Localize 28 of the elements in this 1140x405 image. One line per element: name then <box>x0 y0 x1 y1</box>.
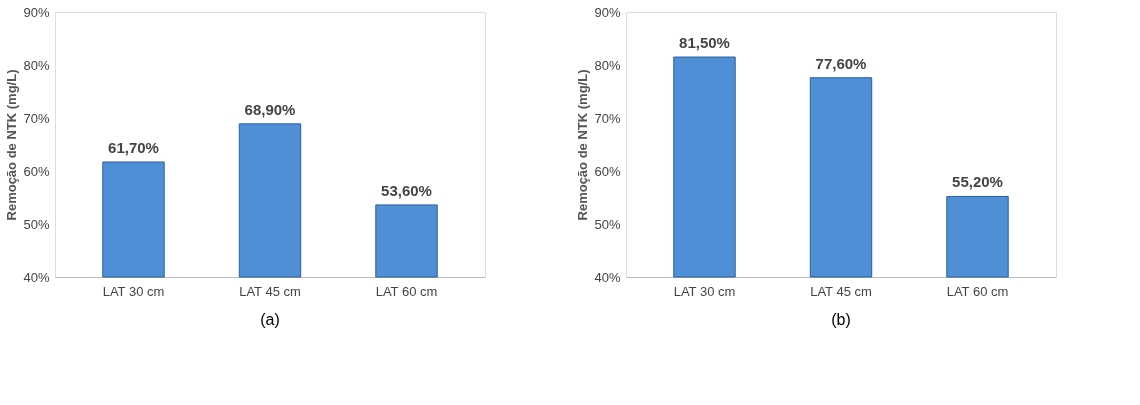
text: (b) <box>831 311 851 328</box>
data-label: 53,60% <box>381 181 432 199</box>
y-tick-label: 40% <box>594 269 621 285</box>
y-tick-label: 50% <box>594 216 621 232</box>
data-label: 77,60% <box>815 54 867 72</box>
data-label: 81,50% <box>679 34 730 52</box>
y-axis-title: Remoção de NTK (mg/L) <box>575 69 591 221</box>
y-tick-label: 50% <box>23 216 50 232</box>
x-tick-label: LAT 60 cm <box>375 283 438 299</box>
data-label: 61,70% <box>108 138 159 156</box>
y-tick-label: 80% <box>594 57 621 73</box>
text: (a) <box>260 311 280 328</box>
x-tick-label: LAT 45 cm <box>239 283 301 299</box>
y-tick-label: 80% <box>23 57 50 73</box>
y-tick-label: 90% <box>594 4 621 20</box>
x-tick-label: LAT 30 cm <box>673 283 736 299</box>
x-tick-label: LAT 45 cm <box>810 283 872 299</box>
y-tick-label: 60% <box>23 163 50 179</box>
y-tick-label: 40% <box>23 269 50 285</box>
y-tick-label: 90% <box>23 4 50 20</box>
x-tick-label: LAT 60 cm <box>946 283 1009 299</box>
x-tick-label: LAT 30 cm <box>102 283 165 299</box>
data-label: 68,90% <box>244 100 296 118</box>
data-label: 55,20% <box>952 173 1003 191</box>
y-tick-label: 60% <box>594 163 621 179</box>
y-axis-title: Remoção de NTK (mg/L) <box>4 69 20 221</box>
y-tick-label: 70% <box>23 110 50 126</box>
y-tick-label: 70% <box>594 110 621 126</box>
